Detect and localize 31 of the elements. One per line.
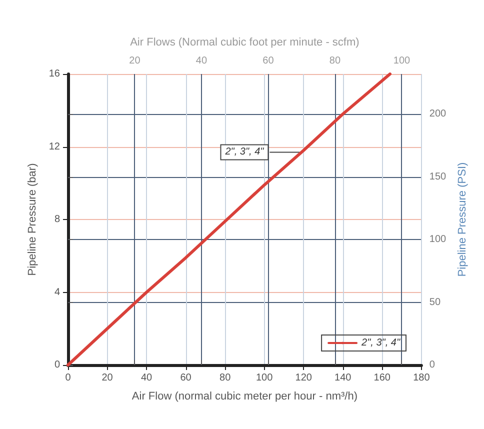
y-tick-label: 12 [48, 141, 60, 152]
y-tick-label: 0 [54, 360, 60, 370]
x-tick-label: 20 [102, 372, 114, 384]
x2-tick-label: 20 [129, 56, 141, 66]
x2-tick-label: 100 [393, 56, 411, 66]
x-tick-label: 120 [295, 372, 312, 384]
x-tick-label: 180 [413, 372, 430, 384]
legend-label: 2", 3", 4" [360, 338, 400, 348]
x-tick-label: 0 [65, 372, 72, 384]
y2-tick-label: 50 [429, 296, 441, 308]
y2-tick-label: 150 [429, 171, 447, 182]
y-tick-label: 8 [54, 214, 60, 225]
annotation: 2", 3", 4" [224, 146, 264, 158]
x2-tick-label: 80 [329, 56, 341, 66]
x-tick-label: 60 [180, 372, 192, 384]
x2-tick-label: 40 [196, 56, 208, 66]
x-tick-label: 40 [140, 372, 153, 384]
x-axis-title: Air Flow (normal cubic meter per hour - nm³/h) [132, 390, 358, 402]
y2-tick-label: 0 [429, 360, 436, 370]
y2-tick-label: 200 [429, 108, 447, 120]
x-tick-label: 80 [220, 372, 232, 384]
x-tick-label: 100 [256, 372, 274, 384]
x-tick-label: 140 [334, 372, 352, 384]
y2-axis-title: Pipeline Pressure (PSI) [456, 162, 468, 277]
y2-tick-label: 100 [429, 234, 447, 246]
y-tick-label: 16 [48, 68, 60, 80]
x-tick-label: 160 [374, 372, 391, 384]
y-tick-label: 4 [54, 286, 60, 298]
y-axis-title: Pipeline Pressure (bar) [26, 163, 38, 276]
x2-axis-title: Air Flows (Normal cubic foot per minute - scfm) [130, 36, 360, 48]
x2-tick-label: 60 [262, 56, 274, 66]
